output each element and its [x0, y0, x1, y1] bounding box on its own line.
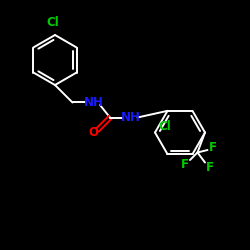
Text: Cl: Cl	[159, 120, 172, 133]
Text: NH: NH	[84, 96, 104, 109]
Text: F: F	[181, 158, 189, 172]
Text: F: F	[206, 161, 214, 174]
Text: F: F	[208, 141, 216, 154]
Text: NH: NH	[121, 111, 141, 124]
Text: O: O	[89, 126, 99, 139]
Text: Cl: Cl	[46, 16, 59, 29]
